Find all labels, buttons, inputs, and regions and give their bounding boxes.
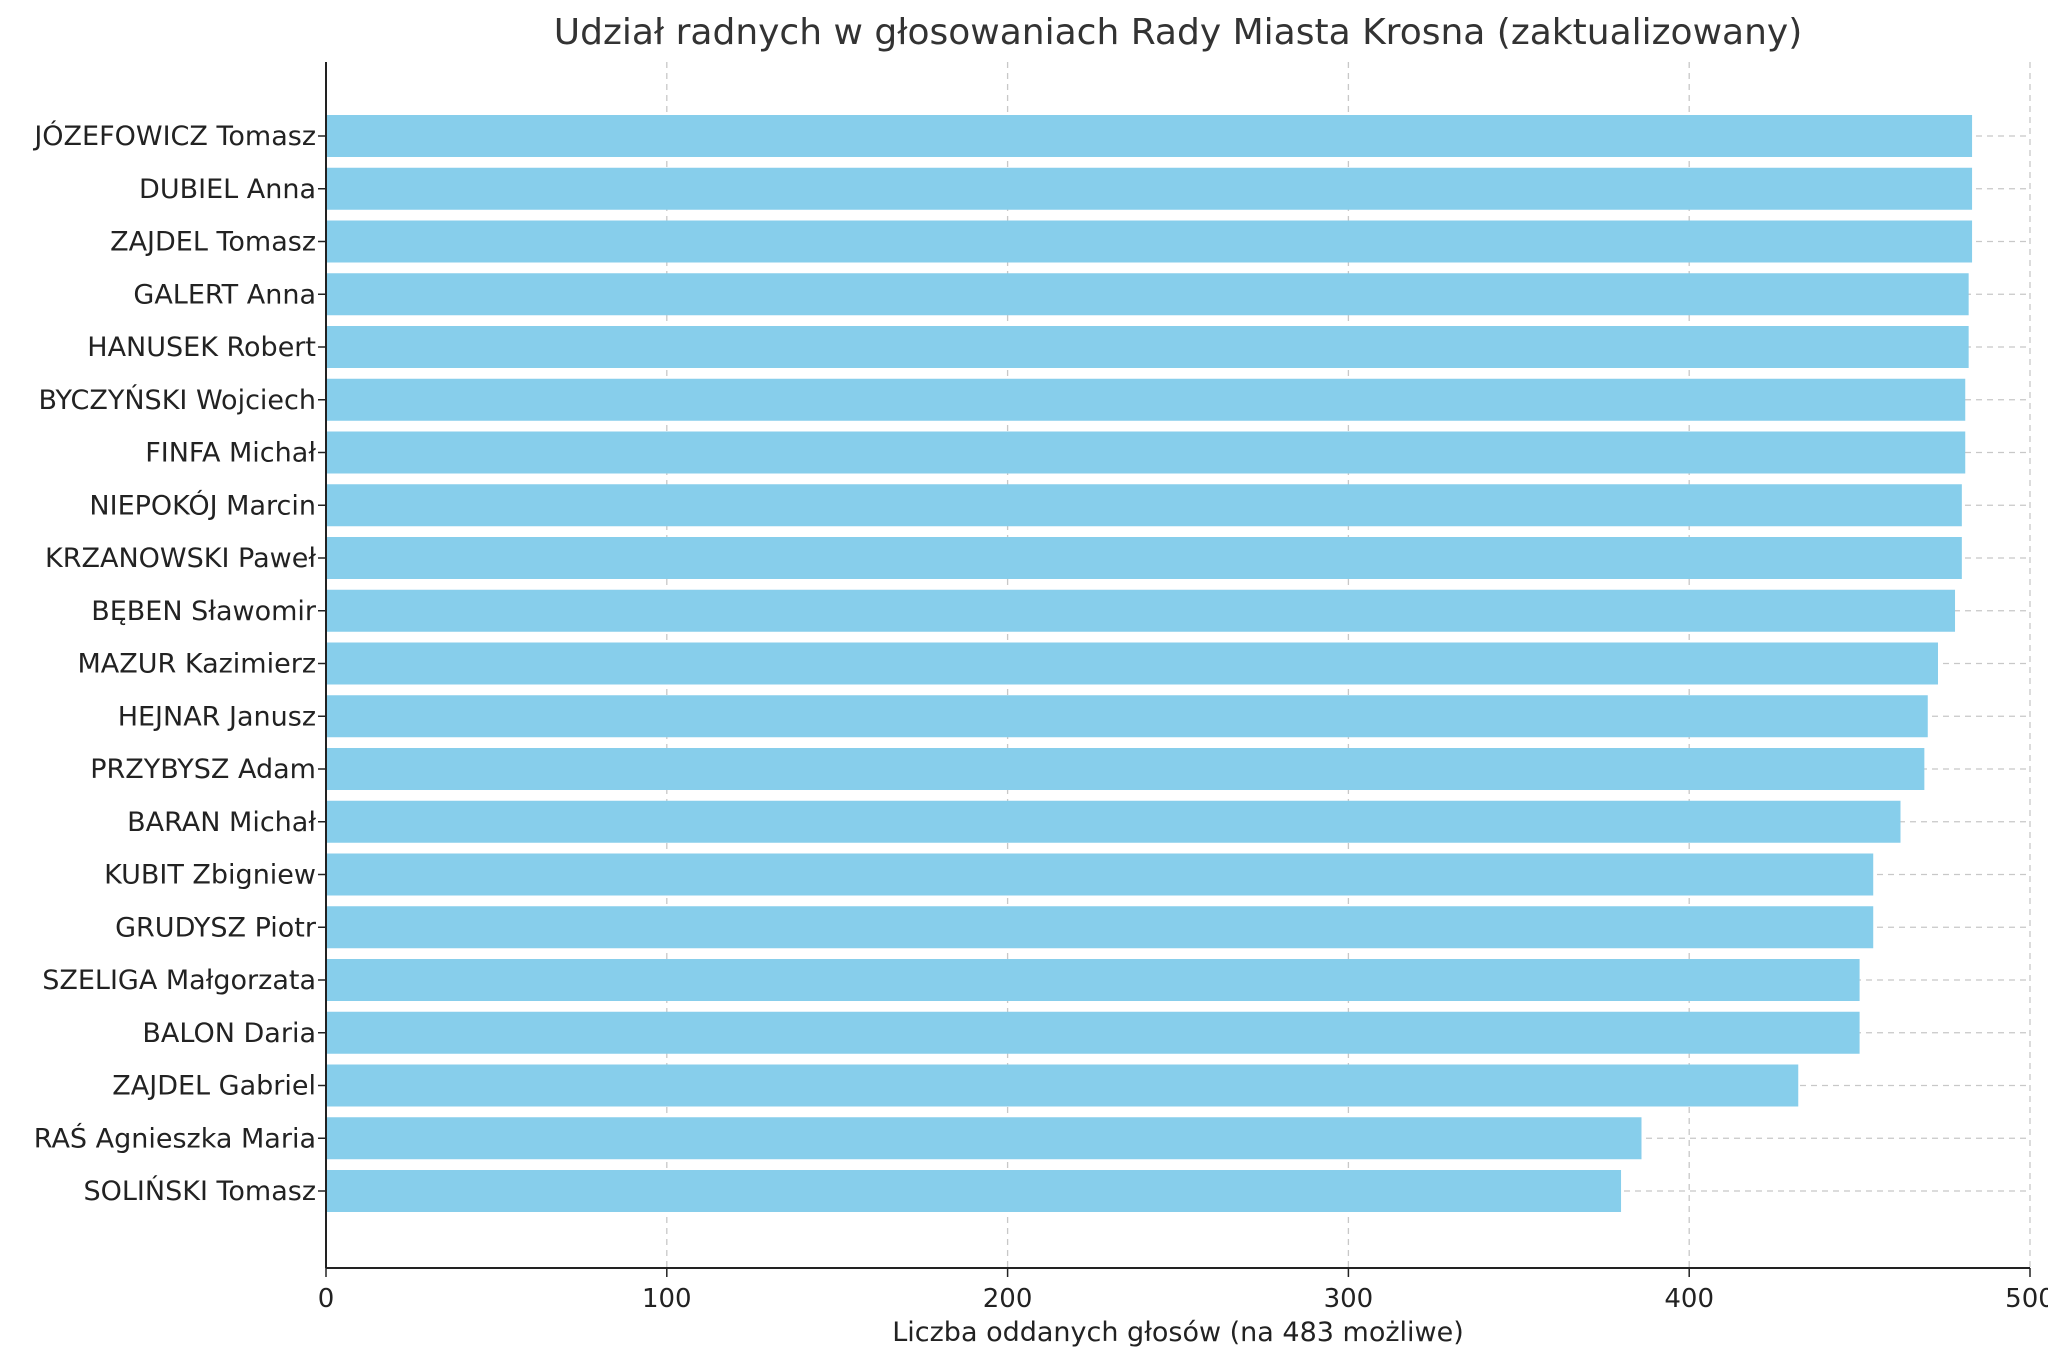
bar [326, 378, 1966, 421]
x-tick-label: 0 [318, 1284, 335, 1314]
bar [326, 1170, 1622, 1212]
bar [326, 959, 1860, 1001]
y-tick-label: DUBIEL Anna [139, 174, 316, 205]
y-tick-label: SOLIŃSKI Tomasz [84, 1175, 317, 1207]
y-tick-label: KRZANOWSKI Paweł [45, 543, 316, 574]
y-tick-label: ZAJDEL Tomasz [110, 227, 316, 258]
y-tick-label: HANUSEK Robert [87, 332, 316, 363]
chart-title: Udział radnych w głosowaniach Rady Miast… [554, 12, 1802, 53]
bar [326, 1064, 1799, 1107]
y-tick-label: HEJNAR Janusz [118, 701, 316, 732]
bars [326, 115, 1973, 1212]
x-tick-label: 500 [2005, 1284, 2048, 1314]
bar [326, 167, 1973, 210]
y-tick-label: KUBIT Zbigniew [104, 860, 316, 891]
bar [326, 906, 1874, 949]
bar [326, 431, 1966, 474]
x-tick-label: 100 [642, 1284, 692, 1314]
bar [326, 220, 1973, 263]
y-tick-label: FINFA Michał [145, 438, 316, 469]
y-tick-label: SZELIGA Małgorzata [42, 965, 316, 996]
bar [326, 537, 1962, 579]
bar [326, 748, 1925, 790]
x-axis-label: Liczba oddanych głosów (na 483 możliwe) [892, 1317, 1464, 1348]
x-ticks: 0 100 200 300 400 500 [318, 1268, 2048, 1314]
bar [326, 1117, 1642, 1160]
bar [326, 589, 1956, 632]
y-tick-label: PRZYBYSZ Adam [90, 754, 316, 785]
y-tick-label: BYCZYŃSKI Wojciech [38, 384, 316, 416]
x-tick-label: 300 [1324, 1284, 1374, 1314]
bar [326, 1011, 1860, 1054]
x-tick-label: 400 [1664, 1284, 1714, 1314]
y-tick-label: NIEPOKÓJ Marcin [89, 489, 316, 521]
x-tick-label: 200 [983, 1284, 1033, 1314]
bar [326, 642, 1938, 685]
y-tick-label: ZAJDEL Gabriel [112, 1071, 316, 1102]
bar [326, 800, 1901, 843]
y-tick-label: JÓZEFOWICZ Tomasz [32, 120, 316, 152]
bar [326, 326, 1969, 368]
bar [326, 115, 1973, 157]
y-tick-label: BALON Daria [142, 1018, 316, 1049]
y-tick-label: GALERT Anna [133, 279, 316, 310]
y-tick-label: GRUDYSZ Piotr [115, 912, 317, 943]
bar [326, 273, 1969, 316]
axes [325, 62, 2030, 1269]
y-tick-label: RAŚ Agnieszka Maria [34, 1122, 316, 1154]
y-tick-label: BĘBEN Sławomir [91, 596, 317, 627]
y-tick-label: MAZUR Kazimierz [77, 649, 316, 680]
bar [326, 853, 1874, 896]
bar [326, 484, 1962, 527]
y-tick-labels: JÓZEFOWICZ Tomasz DUBIEL Anna ZAJDEL Tomas… [32, 120, 326, 1207]
bar [326, 695, 1928, 738]
y-tick-label: BARAN Michał [127, 807, 316, 838]
